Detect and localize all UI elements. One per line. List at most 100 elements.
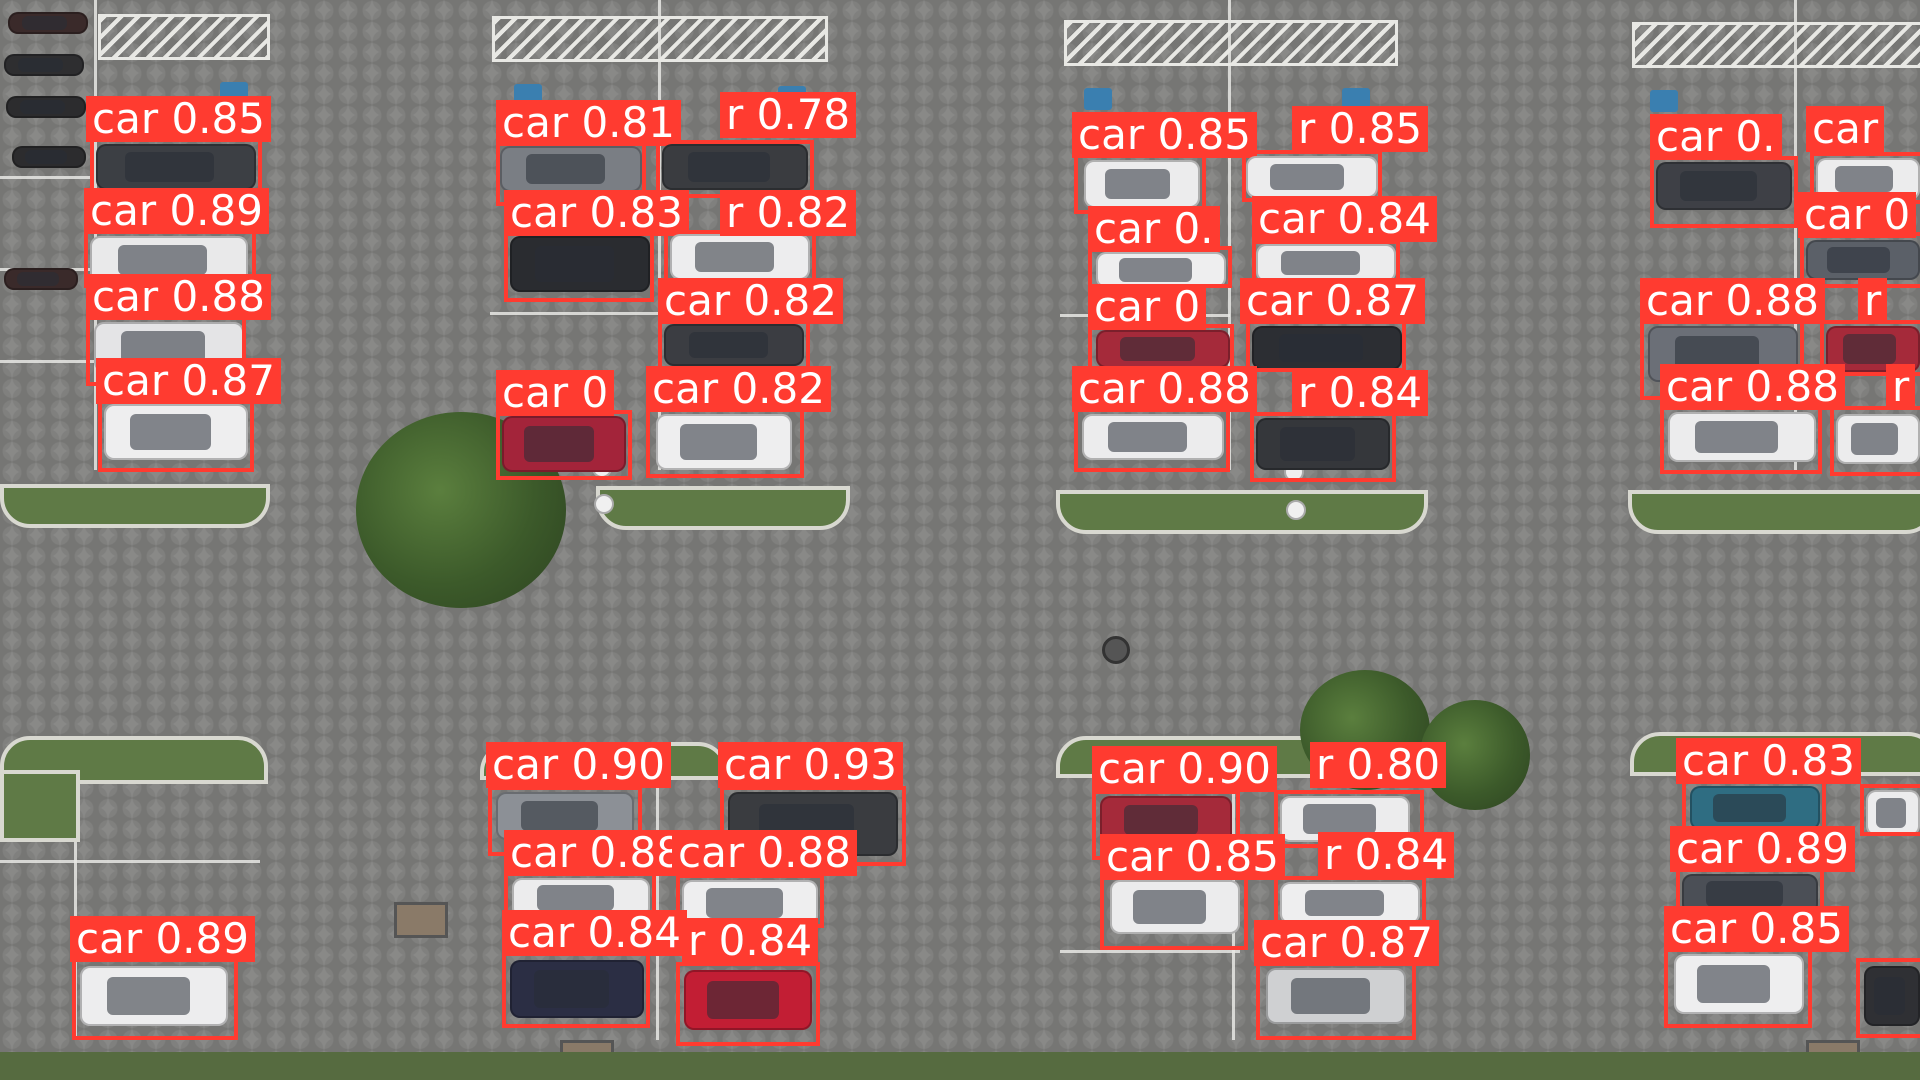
grass-island	[0, 484, 270, 528]
car	[1096, 330, 1230, 368]
car	[510, 236, 650, 292]
car	[80, 966, 228, 1026]
detection-label: car 0.85	[1100, 834, 1285, 880]
car	[1110, 880, 1240, 934]
car	[96, 144, 256, 190]
lane-line	[1060, 950, 1240, 953]
detection-label: car 0.84	[502, 910, 687, 956]
detection-label: car 0.88	[1640, 278, 1825, 324]
car	[1816, 158, 1920, 200]
hatched-marking	[98, 14, 270, 60]
detection-label: car 0.87	[1240, 278, 1425, 324]
motorcycle	[8, 12, 88, 34]
car	[502, 416, 626, 472]
lane-line	[74, 780, 77, 1040]
detection-label: car 0.89	[1670, 826, 1855, 872]
motorcycle	[4, 268, 78, 290]
detection-box	[72, 958, 238, 1040]
car	[662, 144, 808, 190]
detection-label: car 0.93	[718, 742, 903, 788]
car	[1656, 162, 1792, 210]
grass-island	[596, 486, 850, 530]
detection-label: car 0.85	[1072, 112, 1257, 158]
detection-label: car 0.81	[496, 100, 681, 146]
hatched-marking	[1064, 20, 1398, 66]
detection-box	[1664, 948, 1812, 1028]
detection-label: car 0.82	[658, 278, 843, 324]
detection-label: car 0.89	[70, 916, 255, 962]
car	[500, 146, 642, 192]
car	[684, 970, 812, 1030]
detection-label: car 0	[1798, 192, 1917, 238]
lane-line	[1794, 0, 1797, 470]
hatched-marking	[1632, 22, 1920, 68]
motorcycle	[12, 146, 86, 168]
detection-label: r 0.78	[720, 92, 857, 138]
detection-box	[1074, 408, 1230, 472]
detection-box	[1650, 156, 1798, 228]
detection-label: car 0.88	[1660, 364, 1845, 410]
detection-label: car 0.88	[672, 830, 857, 876]
detection-label: car 0.88	[1072, 366, 1257, 412]
accessible-parking-icon	[1084, 88, 1112, 110]
motorcycle	[4, 54, 84, 76]
grass-island	[1628, 490, 1920, 534]
grass-island	[1056, 490, 1428, 534]
car	[670, 234, 810, 280]
detection-label: car 0.90	[486, 742, 671, 788]
car	[1096, 252, 1226, 288]
detection-label: car 0.83	[504, 190, 689, 236]
lane-line	[490, 312, 660, 315]
detection-box	[1250, 412, 1396, 482]
detection-label: car 0.	[1650, 114, 1782, 160]
detection-label: car 0.87	[96, 358, 281, 404]
lane-line	[0, 860, 260, 863]
car	[656, 414, 792, 470]
car	[1252, 326, 1402, 370]
detection-label: car 0.88	[86, 274, 271, 320]
car	[1674, 954, 1804, 1014]
detection-box	[1860, 784, 1920, 836]
detection-box	[1856, 958, 1920, 1038]
car	[1280, 882, 1420, 924]
detection-label: car 0	[496, 370, 615, 416]
detection-box	[676, 962, 820, 1046]
detection-box	[1246, 320, 1406, 372]
car	[104, 404, 248, 460]
drain-cover	[394, 902, 448, 938]
car	[1256, 418, 1390, 470]
detection-label: car 0.89	[84, 188, 269, 234]
detection-label: r 0.80	[1310, 742, 1447, 788]
car	[1266, 968, 1406, 1024]
hedge-border	[0, 1052, 1920, 1080]
grass-island	[0, 770, 80, 842]
detection-label: car 0.85	[1664, 906, 1849, 952]
detection-box	[98, 398, 254, 472]
car	[1864, 966, 1920, 1026]
detection-label: car 0.87	[1254, 920, 1439, 966]
detection-label: r 0.84	[1318, 832, 1455, 878]
detection-label: car 0.90	[1092, 746, 1277, 792]
car	[1836, 414, 1920, 464]
car	[1082, 414, 1224, 460]
accessible-parking-icon	[1342, 88, 1370, 110]
detection-label: r 0.82	[720, 190, 857, 236]
car	[1246, 156, 1378, 198]
car	[1256, 244, 1396, 282]
detection-box	[1100, 874, 1248, 950]
car	[664, 324, 804, 366]
accessible-parking-icon	[1650, 90, 1678, 112]
detection-label: car 0.83	[1676, 738, 1861, 784]
lamp-post	[594, 494, 614, 514]
detection-label: car 0.84	[1252, 196, 1437, 242]
detection-box	[1830, 406, 1920, 476]
car	[1084, 160, 1200, 208]
detection-label: r	[1858, 278, 1888, 324]
detection-box	[646, 408, 804, 478]
car	[1690, 786, 1820, 830]
car	[1668, 412, 1816, 462]
manhole-cover	[1102, 636, 1130, 664]
detection-box	[504, 230, 654, 302]
detection-label: r 0.84	[1292, 370, 1429, 416]
